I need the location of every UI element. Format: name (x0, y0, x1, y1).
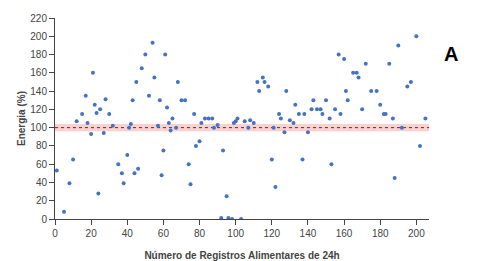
svg-text:20: 20 (36, 195, 48, 206)
svg-text:A: A (444, 43, 458, 65)
svg-text:80: 80 (194, 228, 206, 239)
svg-text:0: 0 (52, 228, 58, 239)
svg-text:80: 80 (36, 140, 48, 151)
svg-text:220: 220 (30, 13, 47, 24)
svg-text:120: 120 (263, 228, 280, 239)
svg-text:100: 100 (227, 228, 244, 239)
svg-text:40: 40 (122, 228, 134, 239)
svg-text:20: 20 (86, 228, 98, 239)
svg-text:100: 100 (30, 122, 47, 133)
svg-text:200: 200 (30, 31, 47, 42)
svg-text:0: 0 (41, 214, 47, 225)
svg-text:40: 40 (36, 177, 48, 188)
svg-text:60: 60 (36, 159, 48, 170)
svg-text:180: 180 (30, 49, 47, 60)
svg-text:140: 140 (300, 228, 317, 239)
svg-text:140: 140 (30, 86, 47, 97)
svg-text:60: 60 (158, 228, 170, 239)
svg-text:200: 200 (408, 228, 425, 239)
svg-text:Número de Registros Alimentare: Número de Registros Alimentares de 24h (144, 250, 339, 261)
svg-text:120: 120 (30, 104, 47, 115)
svg-text:Energia (%): Energia (%) (16, 91, 27, 146)
svg-text:160: 160 (30, 67, 47, 78)
svg-text:180: 180 (372, 228, 389, 239)
svg-text:160: 160 (336, 228, 353, 239)
